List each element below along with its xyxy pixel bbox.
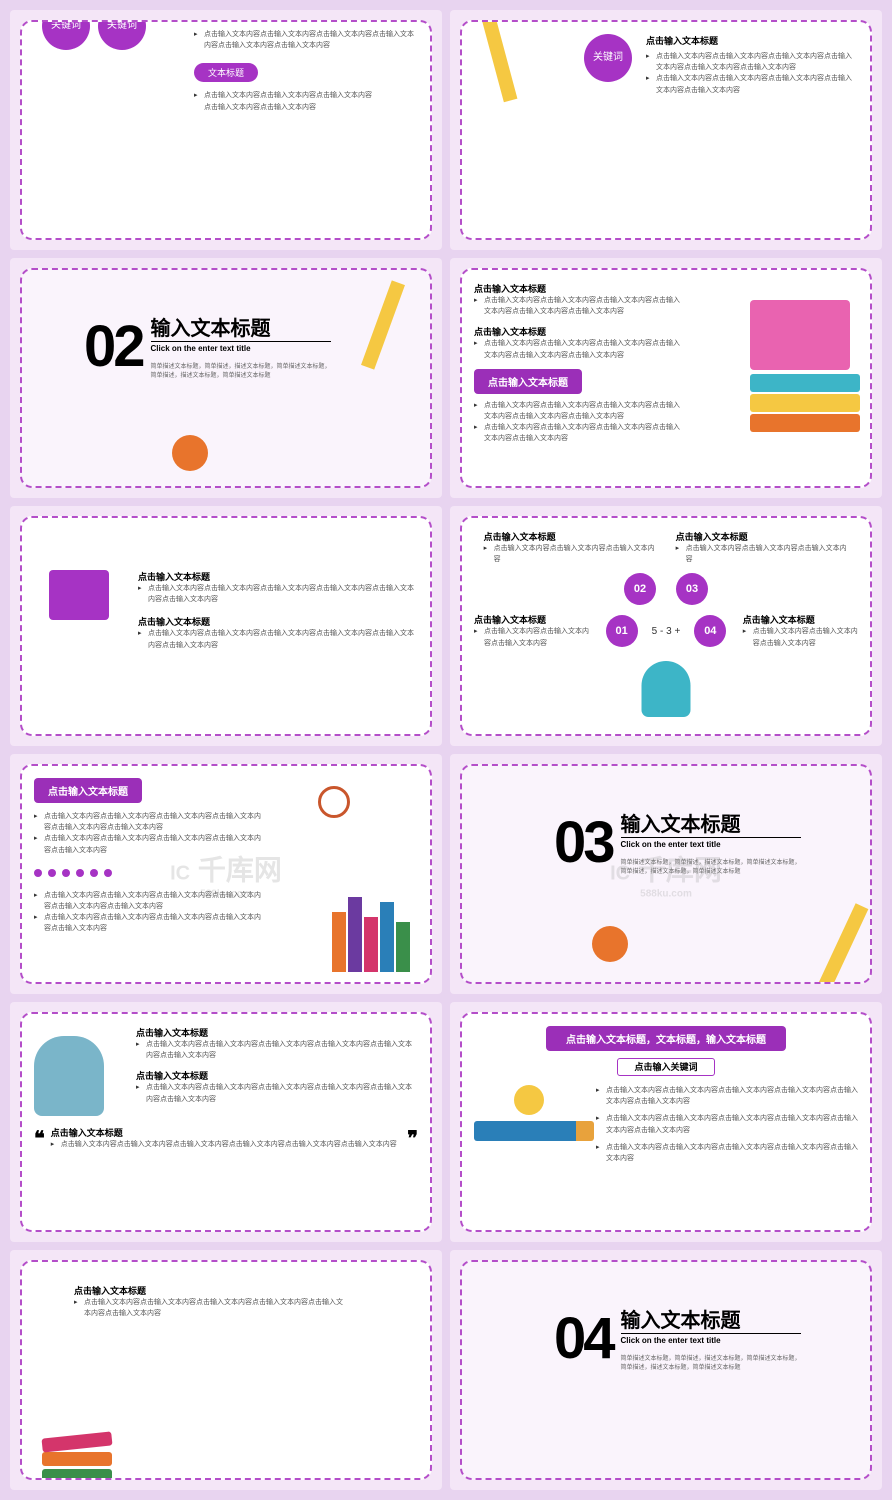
basketball-icon xyxy=(172,435,208,471)
section-subtitle: Click on the enter text title xyxy=(621,1333,801,1345)
stationery-icon xyxy=(34,570,124,651)
ruler-icon xyxy=(481,20,518,102)
section-number: 04 xyxy=(554,1305,613,1372)
slide-5r: 点击输入文本标题，文本标题，输入文本标题 点击输入关键词 点击输入文本内容点击输… xyxy=(450,1002,882,1242)
section-desc: 简单描述文本标题，简单描述，描述文本标题，简单描述文本标题，简单描述，描述文本标… xyxy=(621,1355,801,1373)
bullet: 点击输入文本内容点击输入文本内容点击输入文本内容点击输入文本内容点击输入文本内容… xyxy=(74,1297,349,1319)
bullet: 点击输入文本内容点击输入文本内容点击输入文本内容点击输入文本内容点击输入文本内容… xyxy=(34,890,264,912)
heading: 点击输入文本标题 xyxy=(743,613,858,626)
bullet: 点击输入文本内容点击输入文本内容点击输入文本内容点击输入文本内容点击输入文本内容 xyxy=(194,90,378,112)
math-text: 5 - 3 + xyxy=(652,626,681,637)
ruler-icon xyxy=(818,903,869,984)
heading: 点击输入文本标题 xyxy=(676,530,849,543)
slide-2r: 点击输入文本标题 点击输入文本内容点击输入文本内容点击输入文本内容点击输入文本内… xyxy=(450,258,882,498)
bullet: 点击输入文本内容点击输入文本内容点击输入文本内容点击输入文本内容点击输入文本内容… xyxy=(474,295,685,317)
basketball-icon xyxy=(592,926,628,962)
slide-4l: IC 千库网588ku.com 点击输入文本标题 点击输入文本内容点击输入文本内… xyxy=(10,754,442,994)
clock-icon xyxy=(318,786,350,818)
books-icon xyxy=(42,1435,112,1480)
bullet: 点击输入文本内容点击输入文本内容点击输入文本内容点击输入文本内容点击输入文本内容… xyxy=(136,1039,418,1061)
heading: 点击输入文本标题 xyxy=(136,1069,418,1082)
slide-5l: 点击输入文本标题 点击输入文本内容点击输入文本内容点击输入文本内容点击输入文本内… xyxy=(10,1002,442,1242)
num-circle: 04 xyxy=(694,615,726,647)
keyword-circle: 关键词 xyxy=(98,20,146,50)
bullet: 点击输入文本内容点击输入文本内容点击输入文本内容点击输入文本内容点击输入文本内容… xyxy=(51,1139,401,1150)
num-circle: 01 xyxy=(606,615,638,647)
section-subtitle: Click on the enter text title xyxy=(621,837,801,849)
bullet: 点击输入文本内容点击输入文本内容点击输入文本内容点击输入文本内容点击输入文本内容… xyxy=(474,338,685,360)
slide-3r: 点击输入文本标题点击输入文本内容点击输入文本内容点击输入文本内容 点击输入文本标… xyxy=(450,506,882,746)
section-title: 输入文本标题 xyxy=(621,1304,801,1333)
slide-section-04: 04 输入文本标题 Click on the enter text title … xyxy=(450,1250,882,1490)
bullet: 点击输入文本内容点击输入文本内容点击输入文本内容点击输入文本内容点击输入文本内容… xyxy=(646,51,858,73)
heading: 点击输入文本标题 xyxy=(138,570,418,583)
books-icon xyxy=(332,897,410,972)
section-title: 输入文本标题 xyxy=(621,808,801,837)
bullet: 点击输入文本内容点击输入文本内容点击输入文本内容点击输入文本内容点击输入文本内容 xyxy=(474,422,685,444)
heading: 点击输入文本标题 xyxy=(74,1284,418,1297)
bullet: 点击输入文本内容点击输入文本内容点击输入文本内容点击输入文本内容点击输入文本内容… xyxy=(596,1085,858,1107)
bullet: 点击输入文本内容点击输入文本内容点击输入文本内容点击输入文本内容点击输入文本内容… xyxy=(138,628,418,650)
bullet: 点击输入文本内容点击输入文本内容点击输入文本内容点击输入文本内容点击输入文本内容… xyxy=(194,29,418,51)
heading: 点击输入文本标题 xyxy=(484,530,657,543)
backpack-icon xyxy=(642,661,691,717)
section-desc: 简单描述文本标题，简单描述，描述文本标题，简单描述文本标题，简单描述，描述文本标… xyxy=(621,859,801,877)
heading: 点击输入文本标题 xyxy=(474,325,685,338)
heading: 点击输入文本标题 xyxy=(136,1026,418,1039)
pill-heading: 点击输入文本标题 xyxy=(474,369,582,394)
slide-3l: 点击输入文本标题 点击输入文本内容点击输入文本内容点击输入文本内容点击输入文本内… xyxy=(10,506,442,746)
pill-heading: 点击输入文本标题 xyxy=(34,778,142,803)
quote-icon: ❞ xyxy=(407,1126,418,1151)
section-subtitle: Click on the enter text title xyxy=(151,341,331,353)
bullet: 点击输入文本内容点击输入文本内容点击输入文本内容点击输入文本内容点击输入文本内容… xyxy=(136,1082,418,1104)
section-number: 03 xyxy=(554,809,613,876)
bullet: 点击输入文本内容点击输入文本内容点击输入文本内容点击输入文本内容点击输入文本内容… xyxy=(34,811,264,833)
section-desc: 简单描述文本标题，简单描述，描述文本标题，简单描述文本标题，简单描述，描述文本标… xyxy=(151,363,331,381)
slide-6l: 点击输入文本标题 点击输入文本内容点击输入文本内容点击输入文本内容点击输入文本内… xyxy=(10,1250,442,1490)
backpack-icon xyxy=(34,1026,124,1116)
num-circle: 02 xyxy=(624,573,656,605)
books-icon xyxy=(750,300,860,432)
heading: 点击输入文本标题 xyxy=(51,1126,401,1139)
section-number: 02 xyxy=(84,313,143,380)
quote-icon: ❝ xyxy=(34,1126,45,1151)
slide-1l: 关键词 关键词 点击输入文本内容点击输入文本内容点击输入文本内容点击输入文本内容… xyxy=(10,10,442,250)
slide-1r: 关键词 点击输入文本标题 点击输入文本内容点击输入文本内容点击输入文本内容点击输… xyxy=(450,10,882,250)
bullet: 点击输入文本内容点击输入文本内容点击输入文本内容点击输入文本内容点击输入文本内容 xyxy=(646,73,858,95)
bullet: 点击输入文本内容点击输入文本内容点击输入文本内容点击输入文本内容点击输入文本内容… xyxy=(138,583,418,605)
pill-heading: 点击输入文本标题，文本标题，输入文本标题 xyxy=(546,1026,786,1051)
heading: 点击输入文本标题 xyxy=(474,613,589,626)
slide-section-03: IC 千库网588ku.com 03 输入文本标题 Click on the e… xyxy=(450,754,882,994)
slide-section-02: 02 输入文本标题 Click on the enter text title … xyxy=(10,258,442,498)
pill-title: 文本标题 xyxy=(194,63,258,82)
heading: 点击输入文本标题 xyxy=(474,282,685,295)
heading: 点击输入文本标题 xyxy=(138,615,418,628)
num-circle: 03 xyxy=(676,573,708,605)
keyword-circle: 关键词 xyxy=(584,34,632,82)
bullet: 点击输入文本内容点击输入文本内容点击输入文本内容点击输入文本内容点击输入文本内容 xyxy=(34,912,264,934)
bullet: 点击输入文本内容点击输入文本内容点击输入文本内容点击输入文本内容点击输入文本内容 xyxy=(596,1142,858,1164)
pill-outline: 点击输入关键词 xyxy=(617,1058,714,1076)
section-title: 输入文本标题 xyxy=(151,312,331,341)
heading: 点击输入文本标题 xyxy=(646,34,858,47)
dots-divider xyxy=(34,864,418,882)
bullet: 点击输入文本内容点击输入文本内容点击输入文本内容点击输入文本内容点击输入文本内容… xyxy=(596,1113,858,1135)
child-pencil-icon xyxy=(474,1085,584,1164)
bullet: 点击输入文本内容点击输入文本内容点击输入文本内容点击输入文本内容点击输入文本内容… xyxy=(474,400,685,422)
keyword-circle: 关键词 xyxy=(42,20,90,50)
bullet: 点击输入文本内容点击输入文本内容点击输入文本内容点击输入文本内容点击输入文本内容 xyxy=(34,833,264,855)
